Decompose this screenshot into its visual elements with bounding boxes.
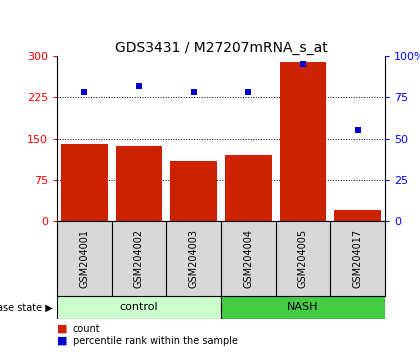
Bar xyxy=(334,210,381,221)
Text: GSM204001: GSM204001 xyxy=(79,229,89,288)
Text: disease state ▶: disease state ▶ xyxy=(0,303,53,313)
Bar xyxy=(225,155,272,221)
Text: GSM204017: GSM204017 xyxy=(353,229,362,288)
Text: control: control xyxy=(120,303,158,313)
Text: percentile rank within the sample: percentile rank within the sample xyxy=(73,336,238,346)
Bar xyxy=(171,160,217,221)
Text: GSM204002: GSM204002 xyxy=(134,229,144,288)
Text: GSM204004: GSM204004 xyxy=(243,229,253,288)
Bar xyxy=(57,296,221,319)
Text: GSM204005: GSM204005 xyxy=(298,229,308,288)
Text: ■: ■ xyxy=(57,336,68,346)
Text: count: count xyxy=(73,324,100,334)
Bar xyxy=(221,296,385,319)
Text: NASH: NASH xyxy=(287,303,319,313)
Bar xyxy=(280,62,326,221)
Bar xyxy=(116,145,162,221)
Text: ■: ■ xyxy=(57,324,68,334)
Bar xyxy=(61,144,108,221)
Title: GDS3431 / M27207mRNA_s_at: GDS3431 / M27207mRNA_s_at xyxy=(115,41,327,55)
Text: GSM204003: GSM204003 xyxy=(189,229,199,288)
